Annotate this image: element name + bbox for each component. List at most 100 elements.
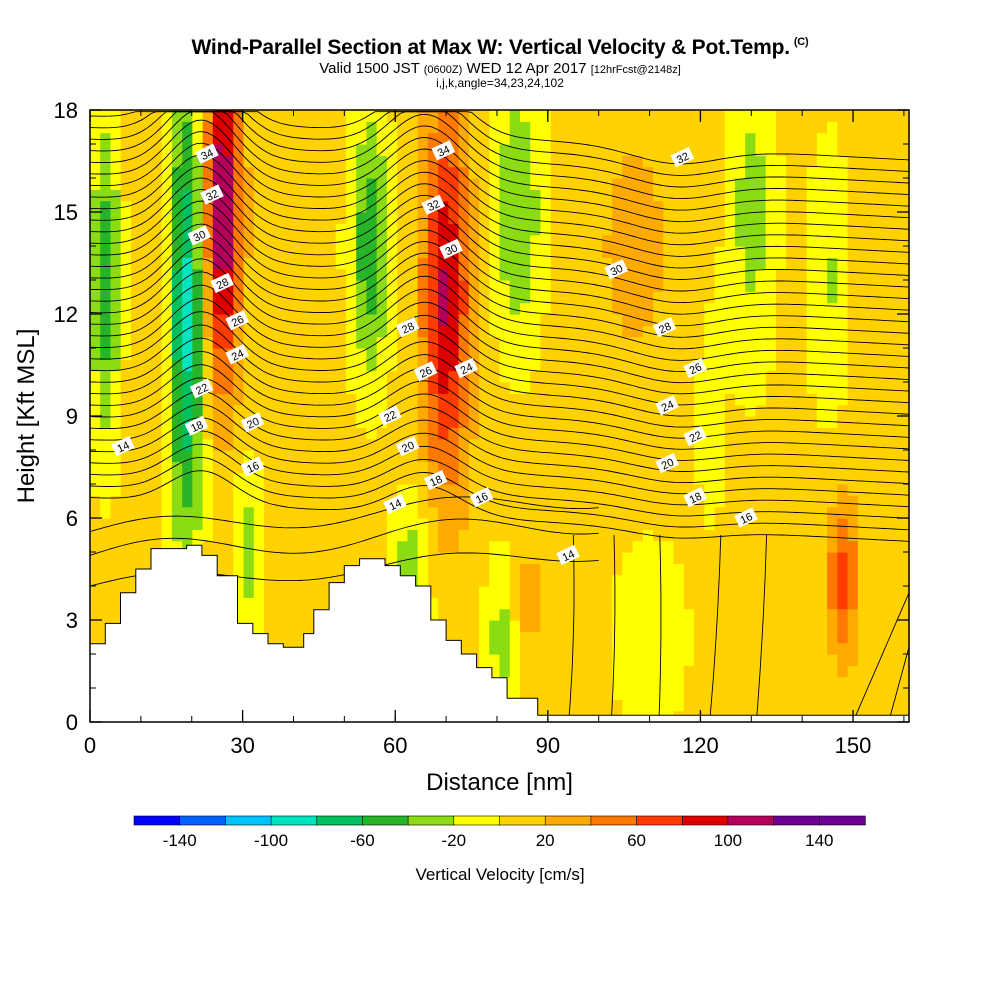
field-cell <box>888 450 900 462</box>
field-cell <box>571 597 583 610</box>
field-cell <box>509 404 521 417</box>
field-cell <box>304 450 316 462</box>
field-cell <box>315 359 327 372</box>
field-cell <box>704 495 716 508</box>
field-cell <box>294 438 306 451</box>
field-cell <box>550 642 562 655</box>
field-cell <box>714 212 726 224</box>
field-cell <box>100 529 112 542</box>
field-cell <box>509 302 521 315</box>
theta-contour-line <box>568 534 575 723</box>
field-cell <box>530 223 542 236</box>
colorbar-tick-label: 100 <box>714 831 742 850</box>
field-cell <box>704 348 716 360</box>
field-cell <box>857 540 869 553</box>
field-cell <box>90 268 101 281</box>
field-cell <box>622 132 634 145</box>
field-cell <box>560 676 572 689</box>
field-cell <box>100 484 112 496</box>
field-cell <box>356 234 368 247</box>
field-cell <box>182 506 193 519</box>
field-cell <box>141 404 153 417</box>
field-cell <box>417 246 429 258</box>
field-cell <box>407 540 419 553</box>
field-cell <box>499 450 511 462</box>
field-cell <box>560 223 572 236</box>
field-cell <box>581 597 593 610</box>
field-cell <box>100 586 112 598</box>
field-cell <box>663 427 675 440</box>
field-cell <box>704 234 716 247</box>
field-cell <box>284 155 296 168</box>
field-cell <box>878 506 890 519</box>
field-cell <box>601 438 613 451</box>
field-cell <box>827 699 838 712</box>
field-cell <box>489 404 501 417</box>
field-cell <box>264 178 275 190</box>
field-cell <box>786 246 797 258</box>
field-cell <box>775 461 787 474</box>
field-cell <box>704 574 716 587</box>
field-cell <box>253 189 265 202</box>
field-cell <box>243 608 255 621</box>
field-cell <box>212 518 224 530</box>
field-cell <box>417 461 429 474</box>
field-cell <box>734 472 746 485</box>
colorbar-swatch <box>133 815 181 826</box>
field-cell <box>827 631 838 644</box>
field-cell <box>796 178 808 190</box>
contour-label: 24 <box>454 357 478 379</box>
contour-label-box <box>734 507 758 528</box>
field-cell <box>806 291 818 304</box>
field-cell <box>509 631 521 644</box>
field-cell <box>694 268 705 281</box>
field-cell <box>264 529 275 542</box>
field-cell <box>151 155 163 168</box>
contour-label: 30 <box>604 259 629 280</box>
field-cell <box>560 654 572 666</box>
field-cell <box>601 631 613 644</box>
field-cell <box>407 336 419 349</box>
field-cell <box>274 427 286 440</box>
field-cell <box>100 472 112 485</box>
field-cell <box>253 506 265 519</box>
field-cell <box>653 132 664 145</box>
field-cell <box>765 654 777 666</box>
field-cell <box>100 257 112 270</box>
field-cell <box>192 200 204 213</box>
field-cell <box>427 223 439 236</box>
field-cell <box>202 484 214 496</box>
field-cell <box>386 144 398 156</box>
field-cell <box>489 597 501 610</box>
field-cell <box>816 574 828 587</box>
field-cell <box>519 518 531 530</box>
field-cell <box>653 268 664 281</box>
field-cell <box>151 484 163 496</box>
field-cell <box>704 518 716 530</box>
field-cell <box>304 359 316 372</box>
field-cell <box>315 132 327 145</box>
field-cell <box>663 257 675 270</box>
field-cell <box>171 359 183 372</box>
theta-contour-line <box>89 364 910 450</box>
field-cell <box>898 665 910 678</box>
field-cell <box>489 620 501 632</box>
field-cell <box>898 563 910 576</box>
field-cell <box>591 382 603 394</box>
colorbar-swatch <box>362 815 409 826</box>
field-cell <box>724 223 736 236</box>
field-cell <box>233 189 245 202</box>
field-cell <box>110 178 122 190</box>
field-cell <box>775 676 787 689</box>
field-cell <box>284 563 296 576</box>
field-cell <box>100 268 112 281</box>
field-cell <box>775 223 787 236</box>
subtitle-valid-time: Valid 1500 JST <box>319 60 420 77</box>
field-cell <box>827 200 838 213</box>
field-cell <box>427 529 439 542</box>
field-cell <box>376 552 388 564</box>
field-cell <box>775 314 787 326</box>
field-cell <box>509 280 521 292</box>
field-cell <box>888 676 900 689</box>
field-cell <box>642 200 654 213</box>
